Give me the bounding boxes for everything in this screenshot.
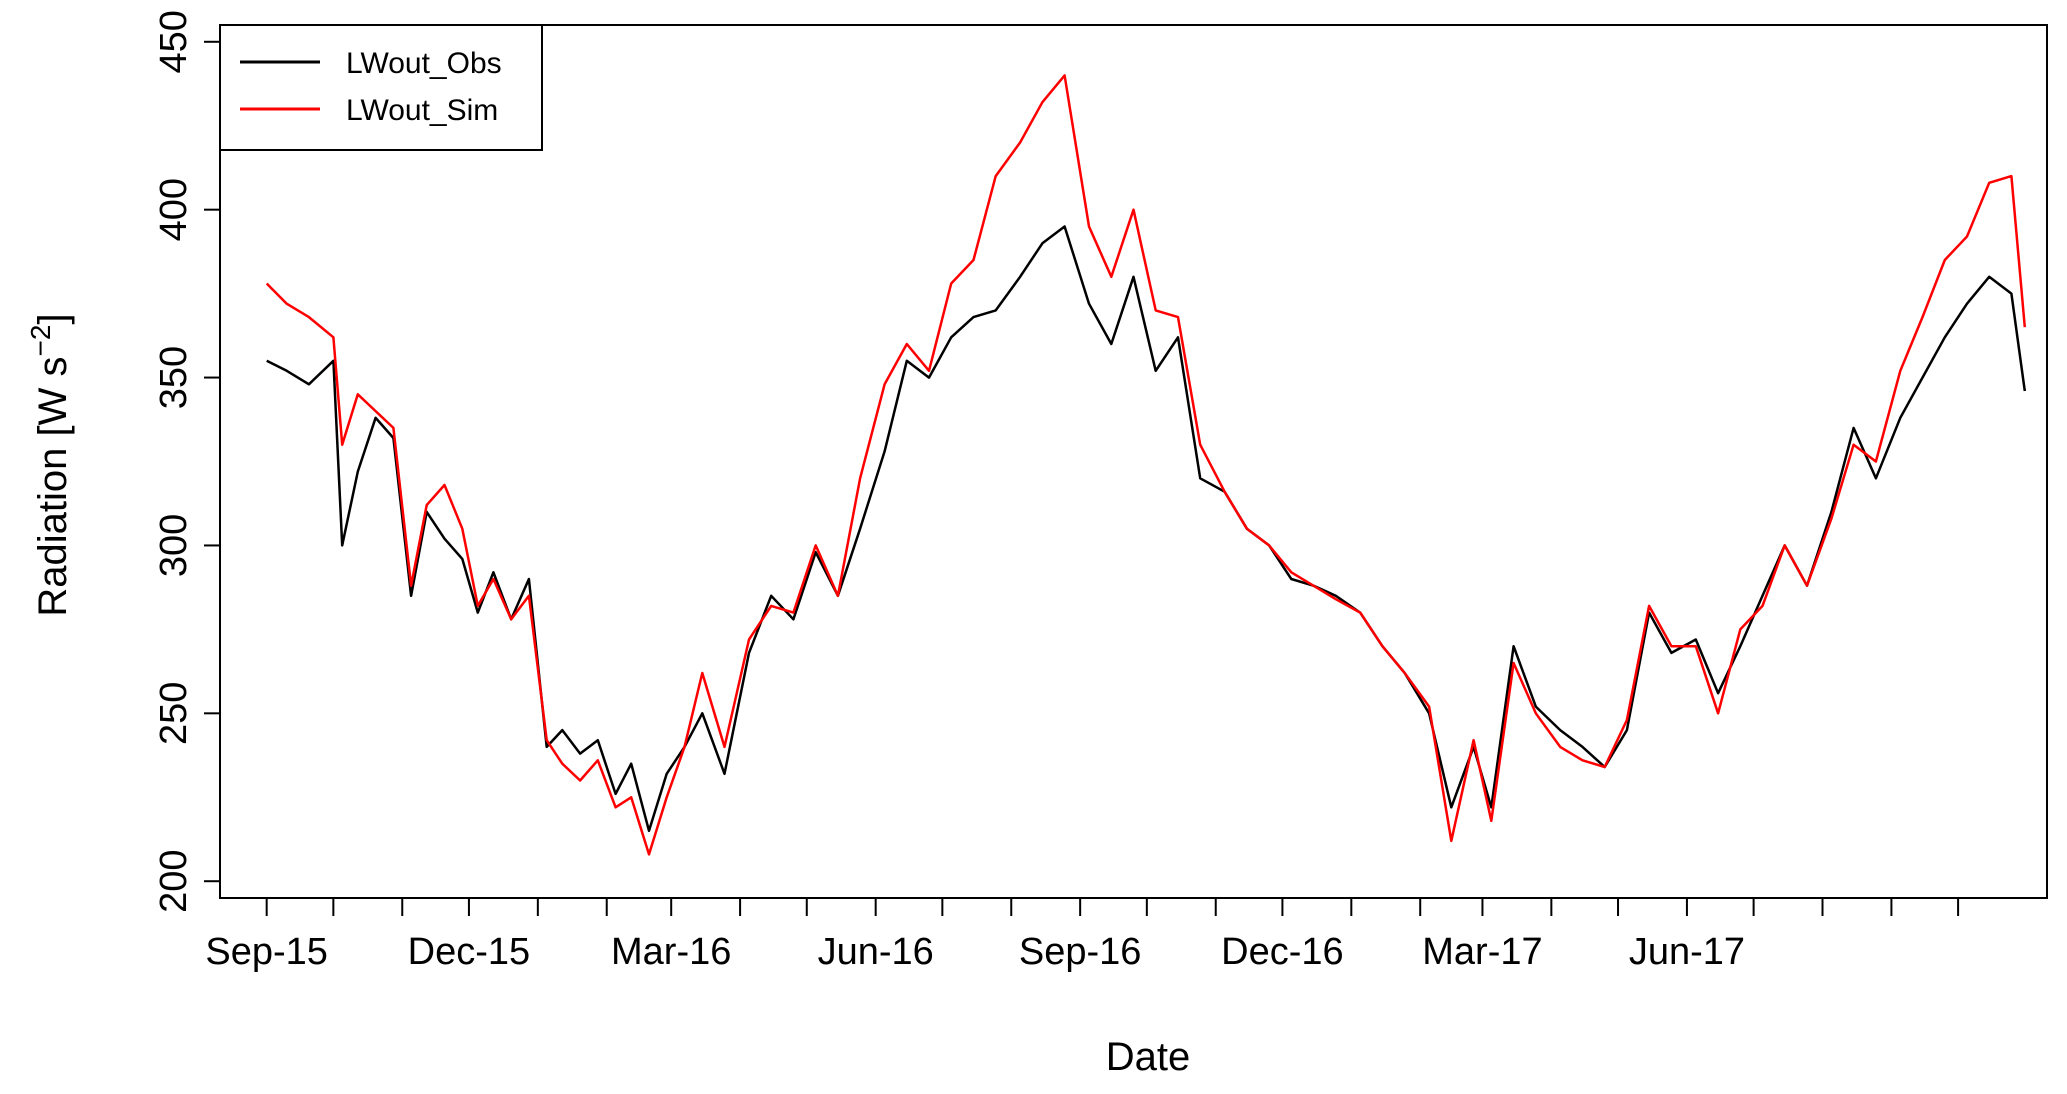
y-axis-title-close: ]: [31, 313, 75, 324]
x-tick-label: Sep-15: [205, 931, 328, 973]
legend-label-obs: LWout_Obs: [346, 47, 502, 80]
legend-box: [219, 24, 543, 151]
x-tick-label: Jun-16: [818, 931, 934, 973]
legend-label-sim: LWout_Sim: [346, 94, 498, 127]
y-tick-label: 250: [153, 682, 195, 745]
series-line-lwout-sim: [265, 74, 2027, 856]
y-tick-label: 200: [153, 850, 195, 913]
y-axis: 200 250 300 350 400 450: [153, 10, 220, 913]
y-tick-label: 300: [153, 514, 195, 577]
y-tick-label: 350: [153, 346, 195, 409]
x-tick-label: Dec-16: [1221, 931, 1344, 973]
y-axis-title-main: Radiation [W s: [31, 356, 75, 616]
series-line-lwout-obs: [266, 225, 2027, 833]
x-axis: Sep-15 Dec-15 Mar-16 Jun-16 Sep-16 Dec-16 Mar-…: [205, 897, 1960, 973]
x-tick-label: Mar-17: [1422, 931, 1542, 973]
plot-frame: [219, 24, 2048, 899]
x-axis-title: Date: [1106, 1035, 1191, 1079]
y-tick-label: 400: [153, 178, 195, 241]
x-tick-label: Mar-16: [611, 931, 731, 973]
y-axis-title: Radiation [W s−2]: [25, 313, 75, 616]
y-axis-title-superscript: −2: [25, 325, 56, 357]
legend: LWout_Obs LWout_Sim: [219, 24, 543, 151]
x-tick-label: Dec-15: [408, 931, 531, 973]
x-tick-label: Sep-16: [1019, 931, 1142, 973]
series-lines: [265, 74, 2027, 856]
y-tick-label: 450: [153, 10, 195, 73]
x-tick-label: Jun-17: [1629, 931, 1745, 973]
